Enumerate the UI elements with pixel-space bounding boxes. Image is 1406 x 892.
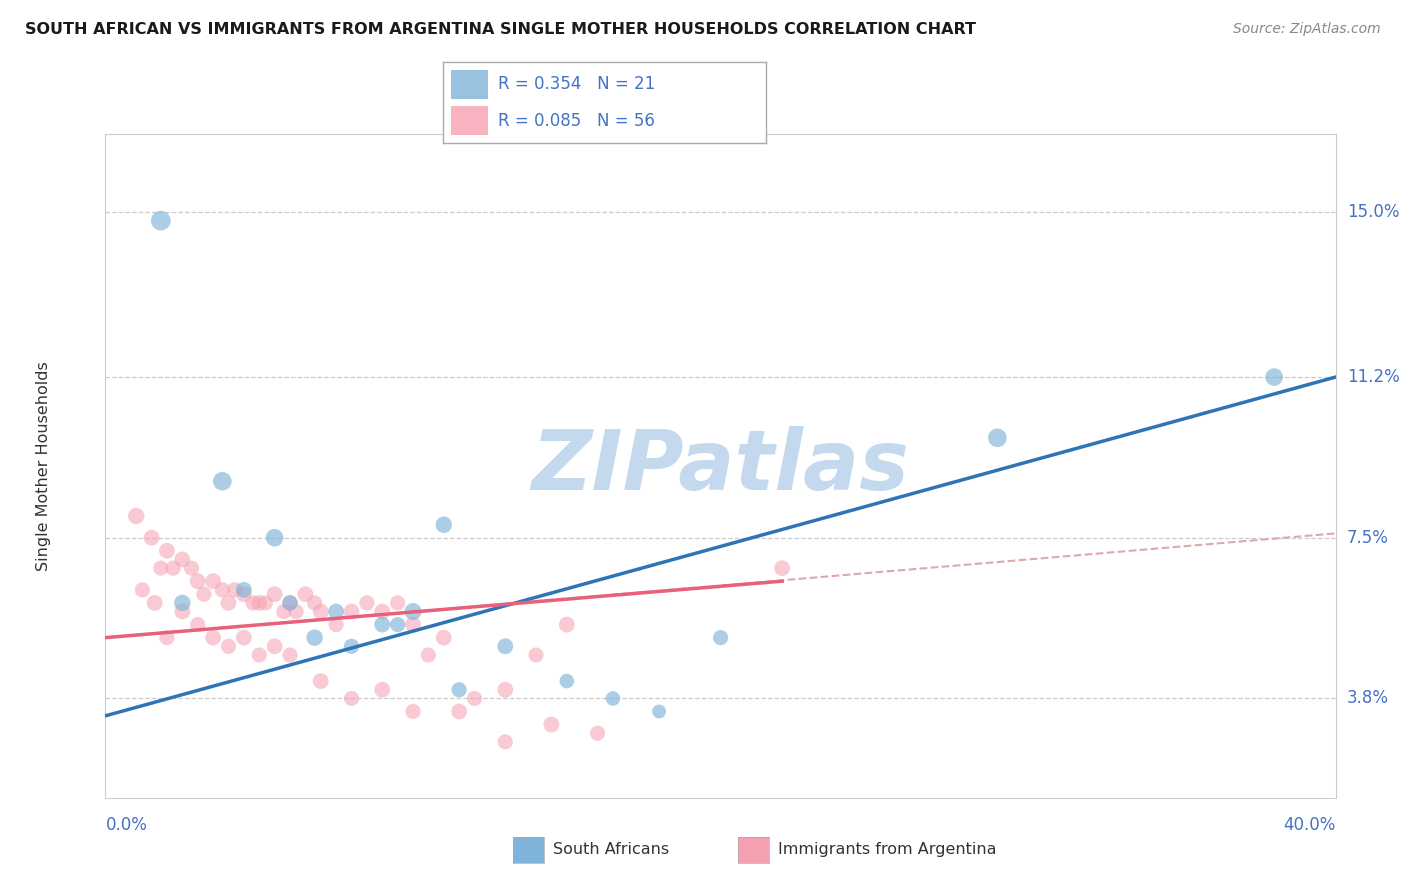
- Point: [232, 587, 254, 601]
- Point: [340, 691, 363, 706]
- Point: [304, 631, 326, 645]
- Point: [433, 631, 456, 645]
- Point: [986, 431, 1008, 445]
- Point: [278, 596, 301, 610]
- Point: [586, 726, 609, 740]
- Point: [770, 561, 793, 575]
- Text: 40.0%: 40.0%: [1284, 816, 1336, 834]
- Point: [211, 475, 233, 489]
- Point: [149, 561, 172, 575]
- Point: [402, 605, 425, 619]
- Text: ZIPatlas: ZIPatlas: [531, 425, 910, 507]
- Point: [202, 631, 225, 645]
- Point: [187, 617, 209, 632]
- Point: [193, 587, 215, 601]
- Point: [211, 582, 233, 597]
- Point: [325, 617, 347, 632]
- Point: [218, 596, 240, 610]
- Point: [278, 596, 301, 610]
- Point: [494, 735, 516, 749]
- Point: [162, 561, 184, 575]
- Point: [340, 605, 363, 619]
- Point: [294, 587, 316, 601]
- Point: [387, 617, 409, 632]
- Point: [648, 705, 671, 719]
- Point: [125, 508, 148, 523]
- Point: [156, 543, 179, 558]
- Point: [449, 682, 471, 697]
- Point: [494, 682, 516, 697]
- Text: 3.8%: 3.8%: [1347, 690, 1389, 707]
- Text: South Africans: South Africans: [553, 842, 669, 856]
- Text: R = 0.354   N = 21: R = 0.354 N = 21: [498, 75, 655, 93]
- Point: [494, 640, 516, 654]
- Point: [340, 640, 363, 654]
- Point: [433, 517, 456, 532]
- Point: [247, 596, 270, 610]
- Point: [309, 605, 332, 619]
- Text: 15.0%: 15.0%: [1347, 203, 1399, 221]
- Point: [180, 561, 202, 575]
- Point: [555, 617, 578, 632]
- Point: [247, 648, 270, 662]
- Point: [371, 605, 394, 619]
- Point: [304, 596, 326, 610]
- Text: 11.2%: 11.2%: [1347, 368, 1399, 386]
- Point: [387, 596, 409, 610]
- Point: [143, 596, 166, 610]
- Point: [232, 582, 254, 597]
- Point: [285, 605, 308, 619]
- Text: Single Mother Households: Single Mother Households: [37, 361, 52, 571]
- Point: [371, 682, 394, 697]
- Point: [309, 674, 332, 689]
- Point: [540, 717, 562, 731]
- Point: [254, 596, 277, 610]
- Point: [356, 596, 378, 610]
- Point: [242, 596, 264, 610]
- Bar: [451, 70, 488, 99]
- Text: R = 0.085   N = 56: R = 0.085 N = 56: [498, 112, 655, 130]
- Point: [172, 605, 194, 619]
- Point: [402, 617, 425, 632]
- Point: [1263, 370, 1285, 384]
- Point: [263, 531, 285, 545]
- Point: [156, 631, 179, 645]
- Text: 7.5%: 7.5%: [1347, 529, 1389, 547]
- Point: [218, 640, 240, 654]
- Point: [232, 631, 254, 645]
- Text: 0.0%: 0.0%: [105, 816, 148, 834]
- Point: [524, 648, 547, 662]
- Point: [202, 574, 225, 589]
- Point: [555, 674, 578, 689]
- Point: [418, 648, 440, 662]
- Point: [325, 605, 347, 619]
- Point: [172, 596, 194, 610]
- Point: [187, 574, 209, 589]
- Point: [371, 617, 394, 632]
- Bar: [451, 106, 488, 135]
- Point: [602, 691, 624, 706]
- Point: [464, 691, 486, 706]
- Point: [710, 631, 733, 645]
- Point: [141, 531, 163, 545]
- Text: Source: ZipAtlas.com: Source: ZipAtlas.com: [1233, 22, 1381, 37]
- Point: [278, 648, 301, 662]
- Point: [224, 582, 246, 597]
- Text: Immigrants from Argentina: Immigrants from Argentina: [778, 842, 995, 856]
- Point: [449, 705, 471, 719]
- Text: SOUTH AFRICAN VS IMMIGRANTS FROM ARGENTINA SINGLE MOTHER HOUSEHOLDS CORRELATION : SOUTH AFRICAN VS IMMIGRANTS FROM ARGENTI…: [25, 22, 976, 37]
- Point: [263, 640, 285, 654]
- Point: [172, 552, 194, 566]
- Point: [149, 213, 172, 227]
- Point: [131, 582, 153, 597]
- Point: [273, 605, 295, 619]
- Point: [402, 705, 425, 719]
- Point: [263, 587, 285, 601]
